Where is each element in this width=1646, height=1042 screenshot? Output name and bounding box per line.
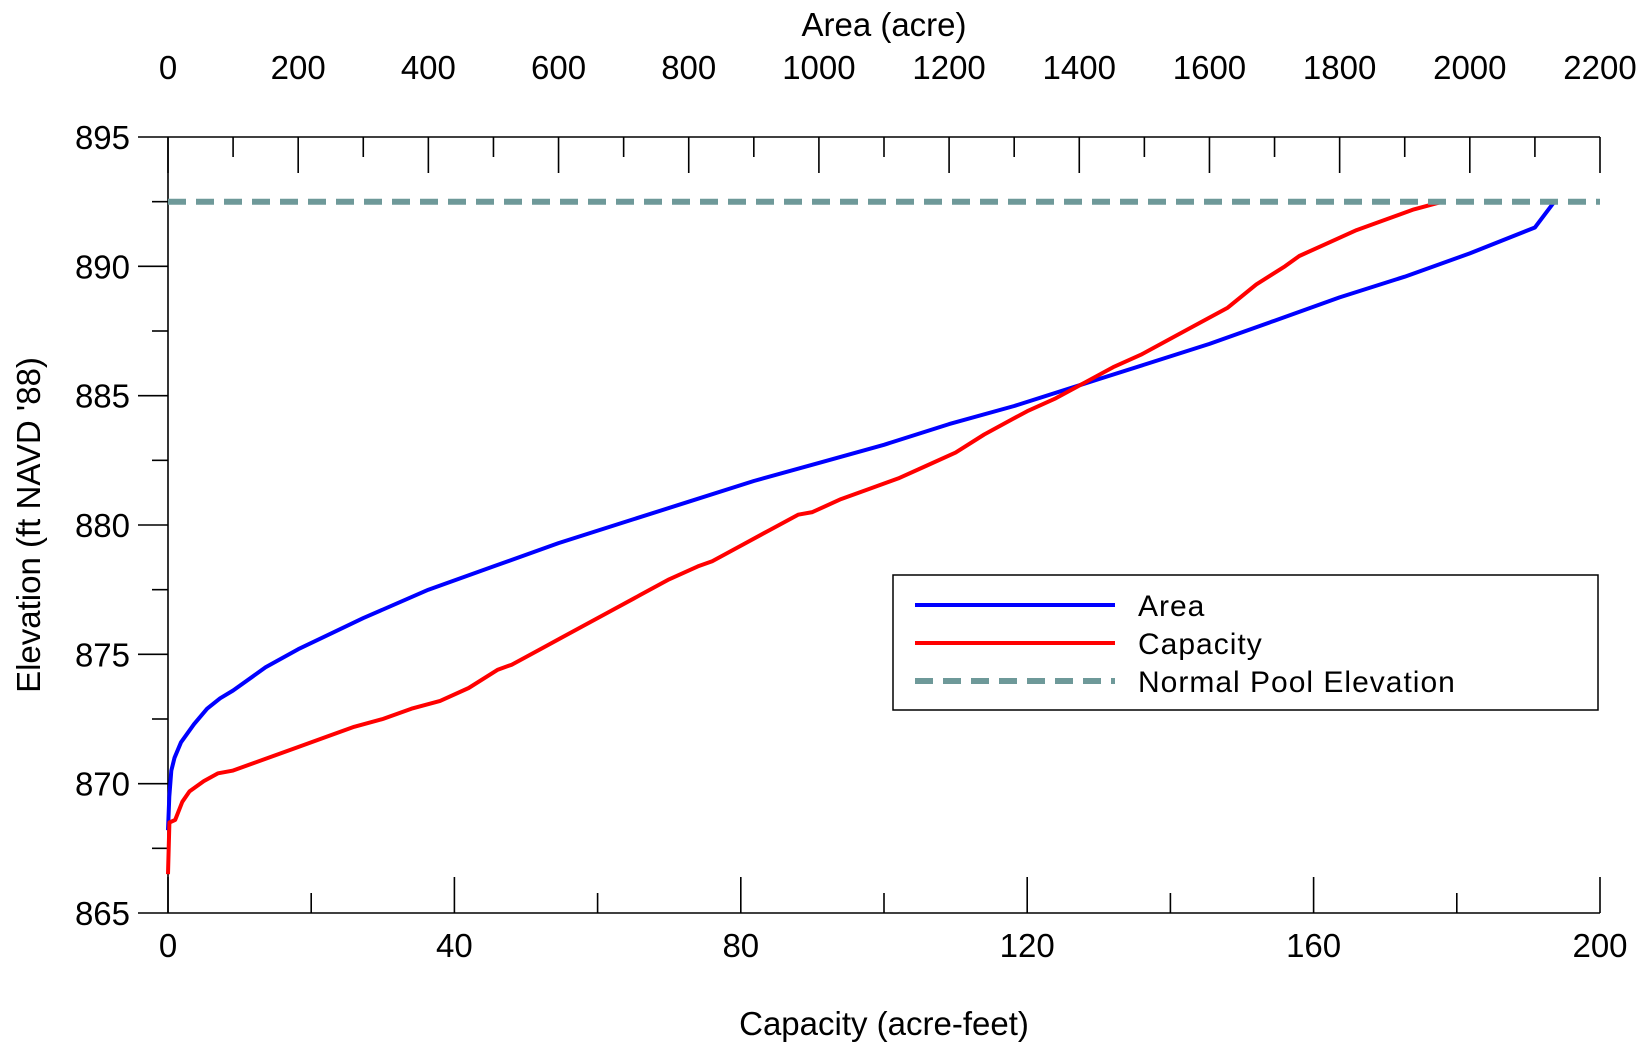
x-top-tick-label: 0: [159, 49, 177, 86]
y-tick-label: 885: [75, 378, 130, 415]
x-top-tick-label: 1400: [1043, 49, 1116, 86]
x-top-tick-label: 1200: [912, 49, 985, 86]
x-top-axis-title: Area (acre): [801, 6, 966, 43]
x-top-tick-label: 200: [271, 49, 326, 86]
y-tick-label: 870: [75, 766, 130, 803]
x-top-tick-label: 1000: [782, 49, 855, 86]
x-top-tick-label: 1600: [1173, 49, 1246, 86]
y-tick-label: 890: [75, 248, 130, 285]
x-top-tick-label: 400: [401, 49, 456, 86]
x-top-tick-label: 1800: [1303, 49, 1376, 86]
series-layer: [166, 198, 1600, 875]
y-tick-label: 865: [75, 895, 130, 932]
series-line-area: [166, 200, 1556, 831]
x-bottom-axis-title: Capacity (acre-feet): [739, 1005, 1029, 1042]
x-bottom-tick-label: 160: [1286, 927, 1341, 964]
axes: 0 40 80 120 160 200 Capacity (acre-feet) 0 200 40…: [10, 6, 1637, 1042]
legend: Area Capacity Normal Pool Elevation: [892, 574, 1599, 711]
y-axis-title: Elevation (ft NAVD '88): [10, 357, 47, 693]
x-top-tick-label: 800: [661, 49, 716, 86]
x-top-tick-label: 600: [531, 49, 586, 86]
series-line-capacity: [166, 199, 1444, 875]
y-tick-label: 875: [75, 636, 130, 673]
legend-label: Area: [1138, 590, 1205, 623]
x-bottom-tick-label: 40: [436, 927, 473, 964]
legend-label: Capacity: [1138, 628, 1263, 661]
x-bottom-tick-label: 120: [1000, 927, 1055, 964]
legend-label: Normal Pool Elevation: [1138, 666, 1456, 699]
x-bottom-tick-label: 0: [159, 927, 177, 964]
y-tick-label: 880: [75, 507, 130, 544]
x-bottom-tick-label: 80: [722, 927, 759, 964]
x-top-tick-label: 2000: [1433, 49, 1506, 86]
y-tick-label: 895: [75, 119, 130, 156]
x-top-tick-label: 2200: [1563, 49, 1636, 86]
x-bottom-tick-label: 200: [1572, 927, 1627, 964]
